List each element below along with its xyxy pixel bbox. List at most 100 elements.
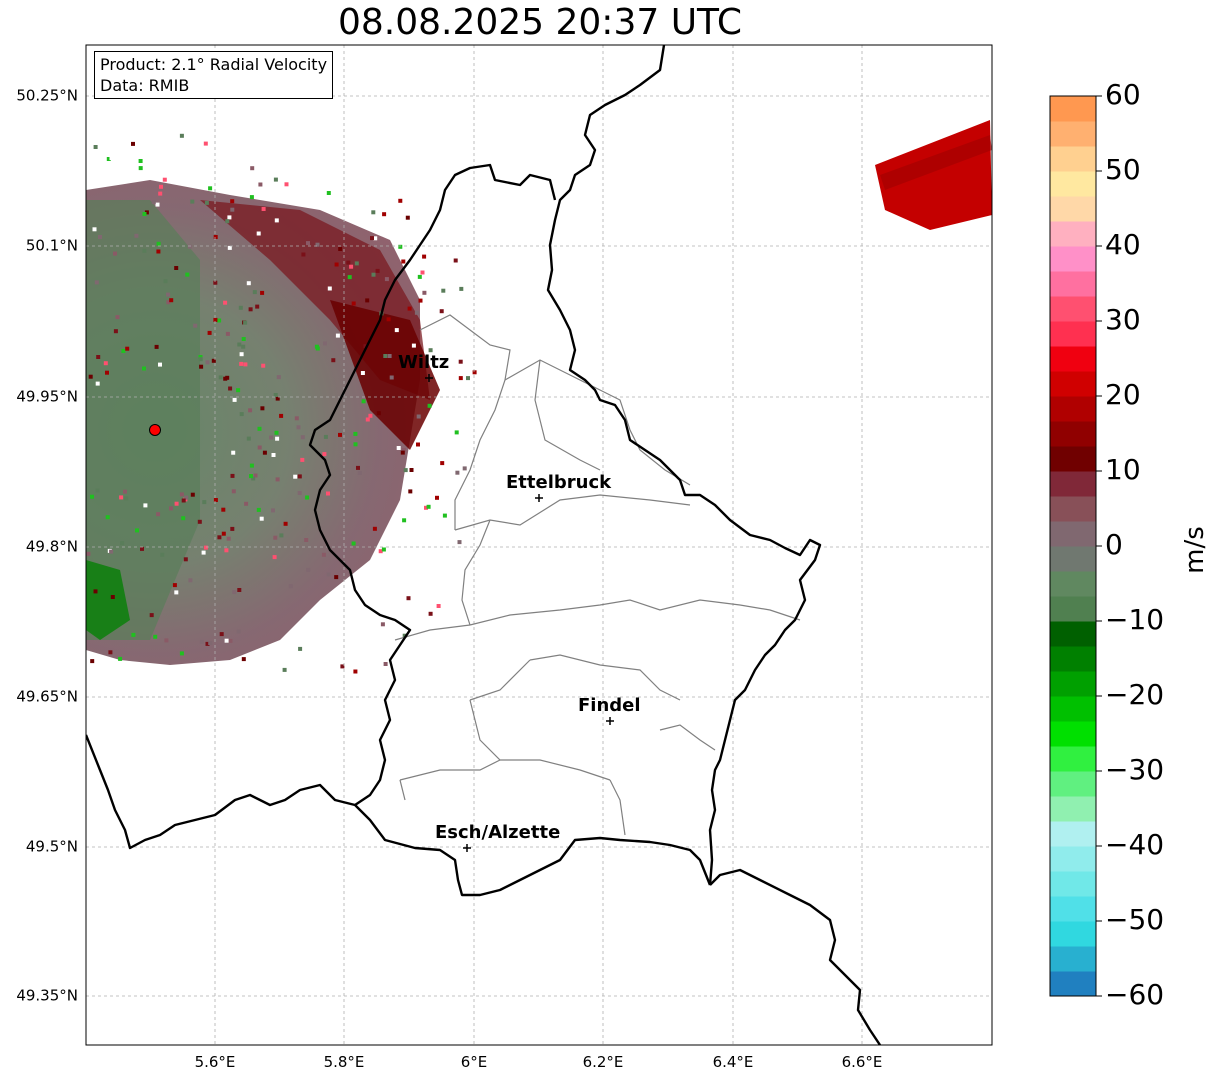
colorbar-segment — [1050, 546, 1096, 572]
colorbar-tick-label: 40 — [1105, 228, 1141, 261]
echo-pixel — [193, 323, 198, 328]
echo-pixel — [260, 290, 265, 295]
echo-pixel — [416, 442, 420, 447]
colorbar-segment — [1050, 846, 1096, 872]
echo-pixel — [164, 638, 169, 643]
echo-pixel — [405, 215, 410, 220]
echo-pixel — [156, 512, 161, 517]
echo-pixel — [401, 259, 406, 264]
echo-pixel — [199, 364, 204, 369]
colorbar-tick-label: −60 — [1105, 978, 1164, 1011]
echo-pixel — [424, 505, 428, 510]
lat-label: 49.35°N — [16, 987, 78, 1005]
colorbar-segment — [1050, 96, 1096, 122]
lon-label: 6.6°E — [842, 1053, 883, 1071]
echo-pixel — [118, 656, 123, 661]
echo-pixel — [381, 547, 386, 552]
city-marker-icon — [535, 494, 543, 502]
echo-pixel — [371, 272, 376, 277]
echo-pixel — [203, 141, 208, 146]
data-source-label: Data: RMIB — [100, 76, 190, 95]
colorbar-segment — [1050, 946, 1096, 972]
echo-pixel — [174, 266, 179, 270]
colorbar-segment — [1050, 171, 1096, 197]
colorbar-segment — [1050, 821, 1096, 847]
echo-pixel — [249, 463, 254, 468]
echo-pixel — [221, 507, 226, 512]
echo-pixel — [442, 513, 447, 518]
echo-pixel — [349, 264, 354, 269]
colorbar-segment — [1050, 246, 1096, 272]
echo-pixel — [226, 536, 231, 541]
echo-pixel — [239, 352, 244, 357]
echo-pixel — [106, 157, 111, 161]
echo-pixel — [197, 519, 202, 524]
echo-pixel — [255, 304, 260, 309]
echo-pixel — [123, 489, 127, 494]
echo-pixel — [331, 358, 336, 363]
echo-pixel — [159, 184, 163, 189]
echo-pixel — [142, 248, 147, 253]
echo-pixel — [237, 342, 242, 347]
colorbar-tick-label: 50 — [1105, 153, 1141, 186]
echo-pixel — [273, 393, 278, 397]
echo-pixel — [396, 446, 401, 450]
echo-pixel — [334, 262, 339, 267]
city-label: Ettelbruck — [506, 472, 612, 493]
city-esch-alzette: Esch/Alzette — [435, 822, 560, 852]
colorbar-segment — [1050, 396, 1096, 422]
echo-pixel — [432, 543, 437, 548]
echo-pixel — [228, 386, 233, 391]
colorbar-tick-label: −40 — [1105, 828, 1164, 861]
echo-pixel — [225, 219, 230, 224]
echo-pixel — [183, 557, 188, 562]
echo-pixel — [227, 215, 232, 220]
echo-pixel — [476, 490, 481, 495]
echo-pixel — [213, 317, 218, 322]
echo-pixel — [323, 341, 327, 346]
colorbar-segment — [1050, 721, 1096, 747]
echo-pixel — [353, 669, 358, 674]
echo-pixel — [440, 461, 445, 466]
echo-pixel — [334, 575, 339, 580]
echo-pixel — [327, 286, 332, 291]
echo-pixel — [144, 210, 149, 215]
echo-pixel — [181, 516, 186, 521]
echo-pixel — [95, 381, 100, 386]
echo-pixel — [135, 528, 139, 533]
echo-pixel — [190, 199, 195, 204]
echo-pixel — [181, 498, 186, 503]
colorbar-tick-label: 20 — [1105, 378, 1141, 411]
echo-pixel — [323, 434, 328, 439]
echo-pixel — [249, 474, 253, 479]
colorbar-segment — [1050, 571, 1096, 597]
colorbar-segment — [1050, 746, 1096, 772]
echo-pixel — [300, 435, 305, 440]
echo-pixel — [297, 491, 302, 495]
echo-pixel — [338, 247, 343, 251]
city-wiltz: Wiltz — [398, 352, 449, 382]
colorbar-segment — [1050, 871, 1096, 897]
echo-pixel — [185, 272, 190, 277]
echo-pixel — [384, 277, 389, 282]
echo-pixel — [90, 494, 94, 499]
echo-pixel — [213, 235, 218, 239]
echo-pixel — [459, 286, 464, 291]
colorbar-segment — [1050, 671, 1096, 697]
echo-pixel — [92, 227, 97, 232]
echo-pixel — [371, 210, 376, 215]
city-label: Findel — [578, 695, 641, 716]
echo-pixel — [232, 397, 237, 402]
echo-pixel — [462, 466, 467, 471]
echo-pixel — [322, 452, 327, 457]
colorbar-tick-label: 30 — [1105, 303, 1141, 336]
echo-pixel — [274, 218, 279, 223]
echo-pixel — [288, 584, 293, 589]
echo-pixel — [125, 346, 130, 351]
echo-pixel — [156, 249, 161, 254]
echo-pixel — [409, 468, 414, 472]
echo-pixel — [163, 279, 168, 284]
echo-pixel — [360, 371, 365, 375]
echo-pixel — [276, 375, 281, 380]
echo-pixel — [386, 647, 391, 652]
